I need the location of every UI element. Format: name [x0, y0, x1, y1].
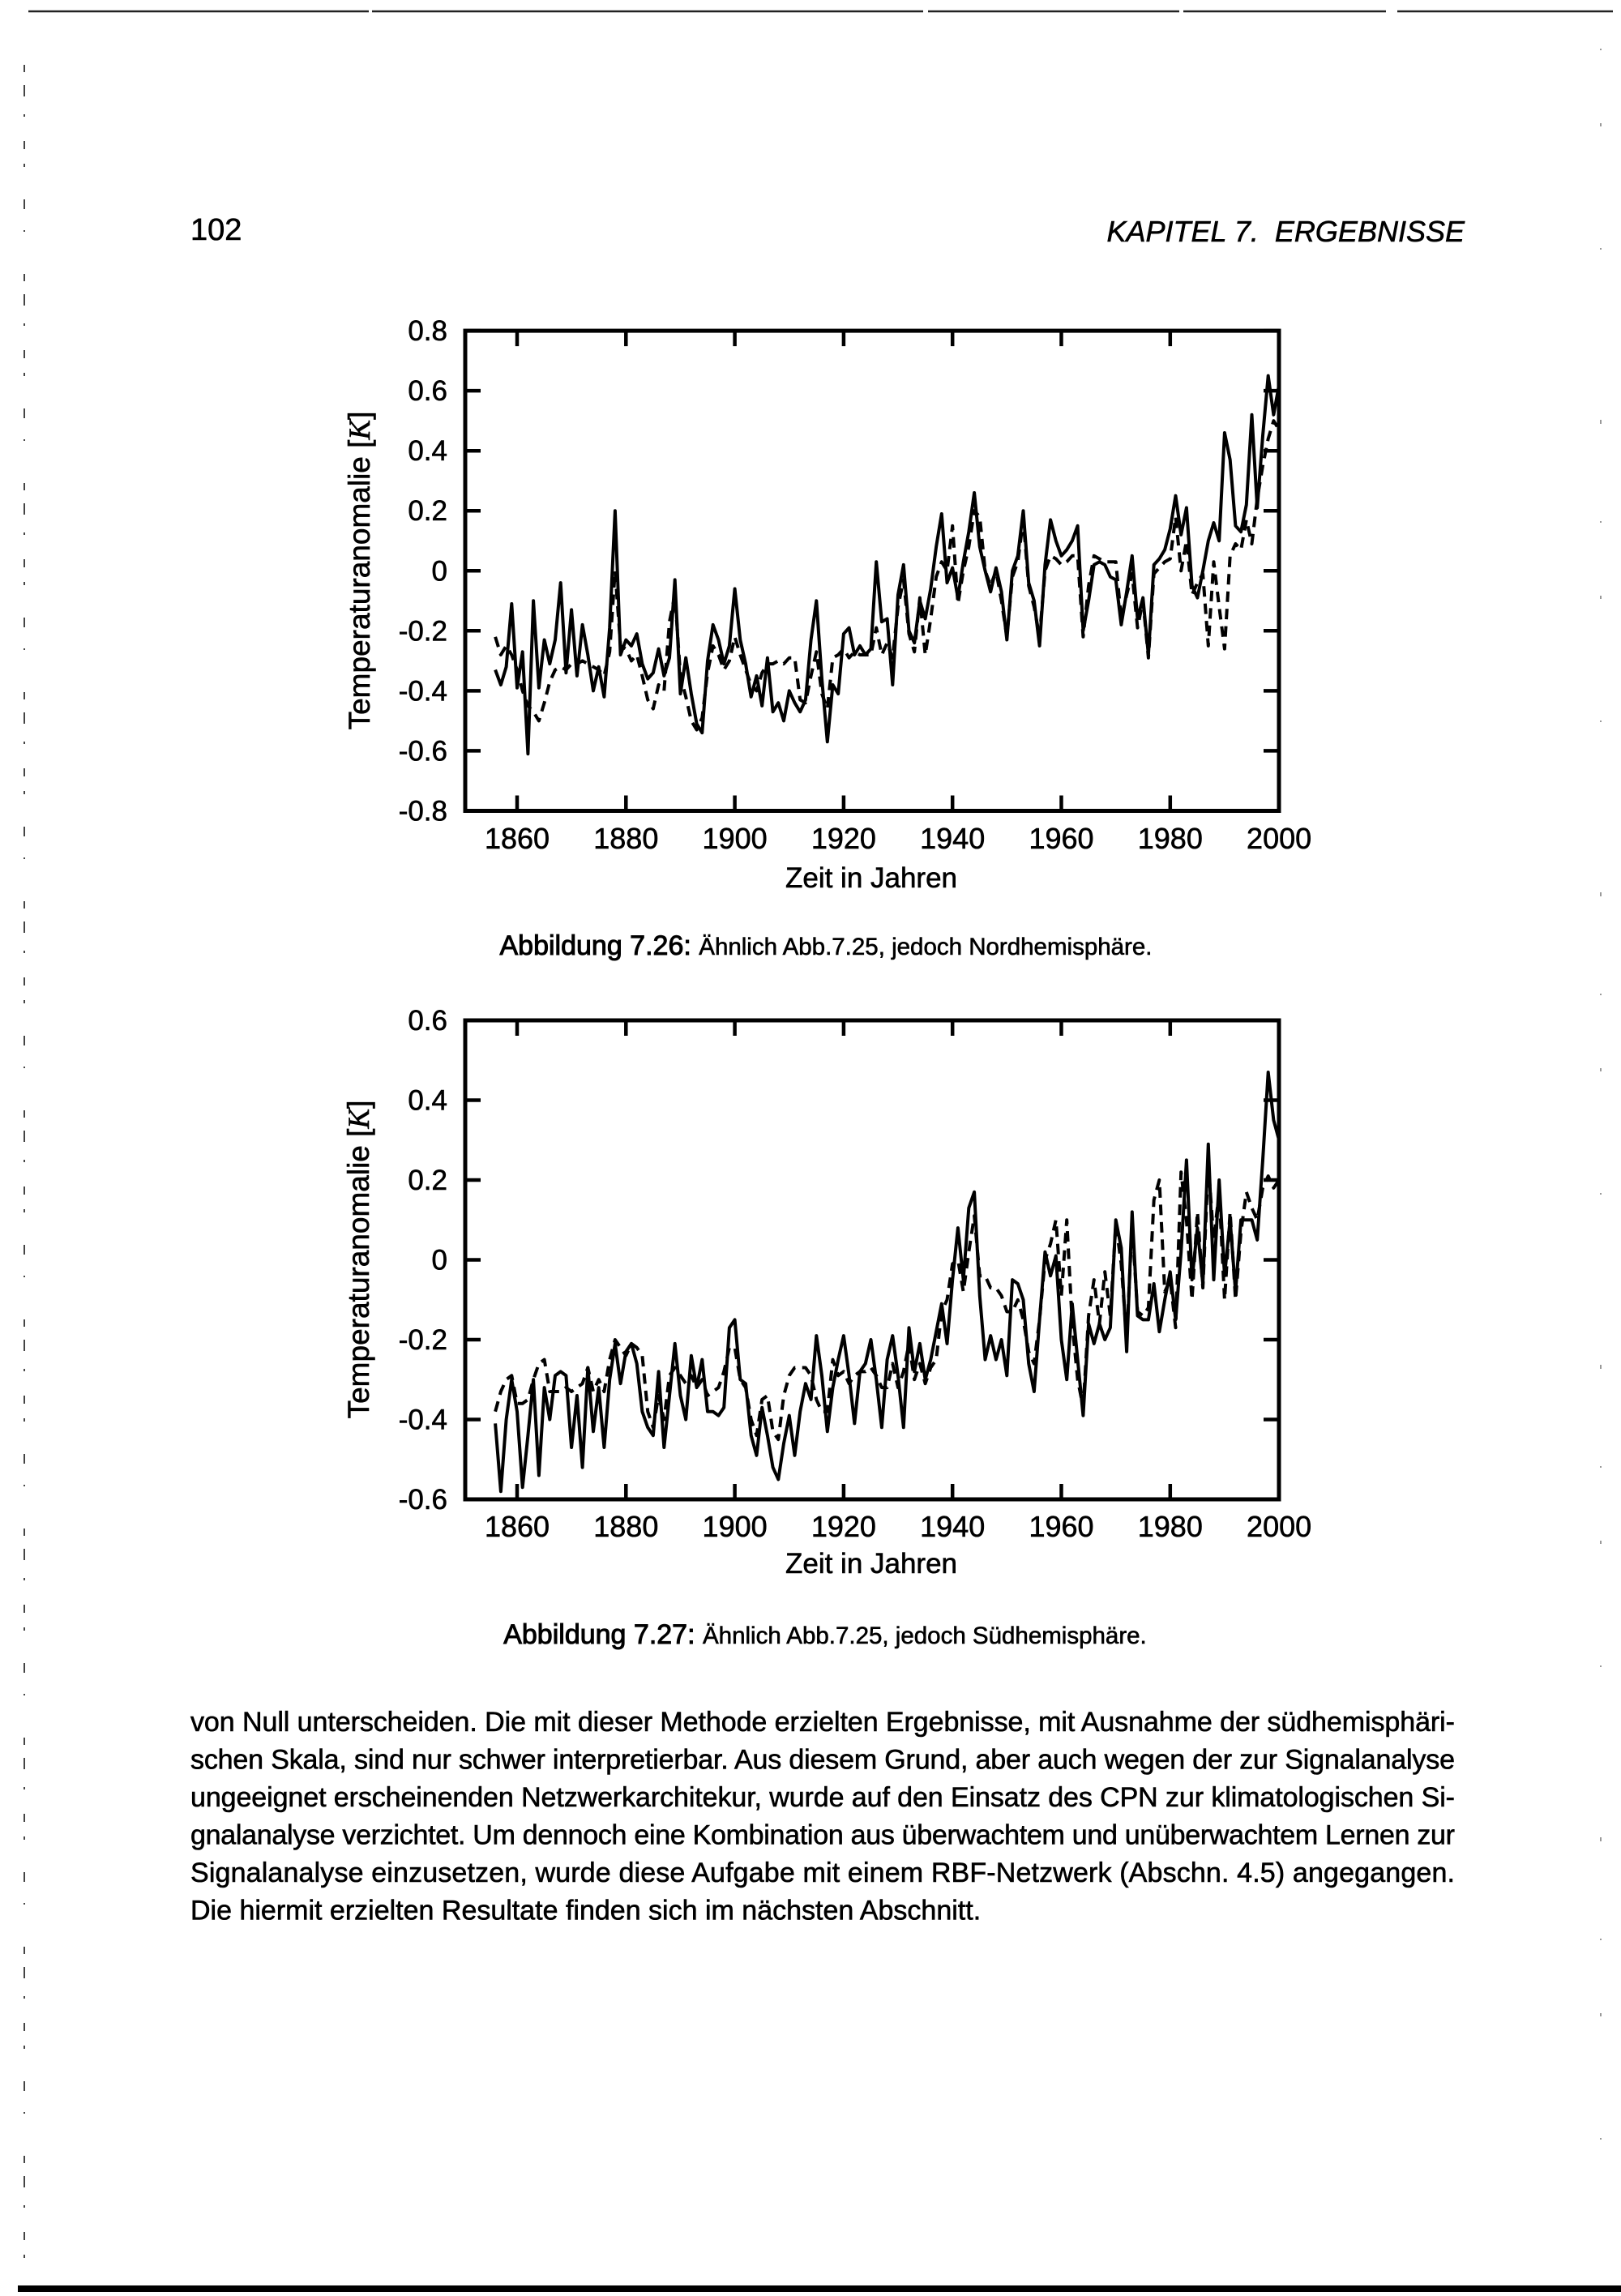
svg-text:von Null unterscheiden. Die mi: von Null unterscheiden. Die mit dieser M… — [190, 1707, 1455, 1738]
svg-text:0: 0 — [432, 555, 447, 587]
svg-text:Die hiermit erzielten Resultat: Die hiermit erzielten Resultate finden s… — [190, 1896, 981, 1926]
svg-text:0.6: 0.6 — [408, 1005, 447, 1037]
svg-text:-0.2: -0.2 — [399, 1324, 447, 1356]
svg-text:-0.8: -0.8 — [399, 796, 447, 827]
svg-text:1920: 1920 — [811, 822, 876, 855]
svg-text:0: 0 — [432, 1245, 447, 1276]
svg-text:1900: 1900 — [703, 1510, 768, 1543]
svg-text:0.2: 0.2 — [408, 1165, 447, 1196]
svg-text:1860: 1860 — [485, 822, 550, 855]
svg-text:1960: 1960 — [1029, 1510, 1093, 1543]
svg-text:-0.4: -0.4 — [399, 675, 447, 707]
svg-text:-0.4: -0.4 — [399, 1405, 447, 1436]
svg-text:0.6: 0.6 — [408, 375, 447, 407]
svg-text:Zeit in Jahren: Zeit in Jahren — [785, 862, 957, 894]
svg-text:1860: 1860 — [485, 1510, 550, 1543]
svg-text:1920: 1920 — [811, 1510, 876, 1543]
svg-text:0.8: 0.8 — [408, 315, 447, 347]
svg-text:gnalanalyse verzichtet. Um den: gnalanalyse verzichtet. Um dennoch eine … — [190, 1820, 1455, 1851]
svg-text:Temperaturanomalie [K]: Temperaturanomalie [K] — [342, 1101, 376, 1419]
svg-text:0.4: 0.4 — [408, 1085, 447, 1117]
svg-text:1980: 1980 — [1138, 822, 1203, 855]
svg-text:1980: 1980 — [1138, 1510, 1203, 1543]
svg-text:KAPITEL 7. ERGEBNISSE: KAPITEL 7. ERGEBNISSE — [1106, 215, 1465, 248]
svg-text:-0.2: -0.2 — [399, 615, 447, 647]
svg-text:Temperaturanomalie [K]: Temperaturanomalie [K] — [343, 412, 377, 730]
svg-text:0.2: 0.2 — [408, 495, 447, 527]
svg-text:1880: 1880 — [593, 1510, 658, 1543]
svg-text:-0.6: -0.6 — [399, 1484, 447, 1516]
svg-text:Abbildung 7.27: Ähnlich Abb.7.: Abbildung 7.27: Ähnlich Abb.7.25, jedoch… — [503, 1619, 1147, 1650]
svg-text:1880: 1880 — [593, 822, 658, 855]
svg-text:0.4: 0.4 — [408, 435, 447, 467]
svg-text:schen Skala, sind nur schwer i: schen Skala, sind nur schwer interpretie… — [190, 1745, 1455, 1776]
svg-text:-0.6: -0.6 — [399, 735, 447, 767]
svg-text:ungeeignet erscheinenden Netzw: ungeeignet erscheinenden Netzwerkarchite… — [190, 1782, 1455, 1813]
svg-text:2000: 2000 — [1247, 1510, 1311, 1543]
svg-text:2000: 2000 — [1247, 822, 1311, 855]
svg-text:1900: 1900 — [703, 822, 768, 855]
svg-text:Signalanalyse einzusetzen, wur: Signalanalyse einzusetzen, wurde diese A… — [190, 1858, 1455, 1888]
svg-text:1940: 1940 — [920, 1510, 985, 1543]
svg-text:1940: 1940 — [920, 822, 985, 855]
svg-text:Zeit in Jahren: Zeit in Jahren — [785, 1548, 957, 1580]
svg-text:1960: 1960 — [1029, 822, 1093, 855]
svg-text:102: 102 — [190, 213, 242, 247]
svg-text:Abbildung 7.26: Ähnlich Abb.7.: Abbildung 7.26: Ähnlich Abb.7.25, jedoch… — [500, 930, 1153, 961]
